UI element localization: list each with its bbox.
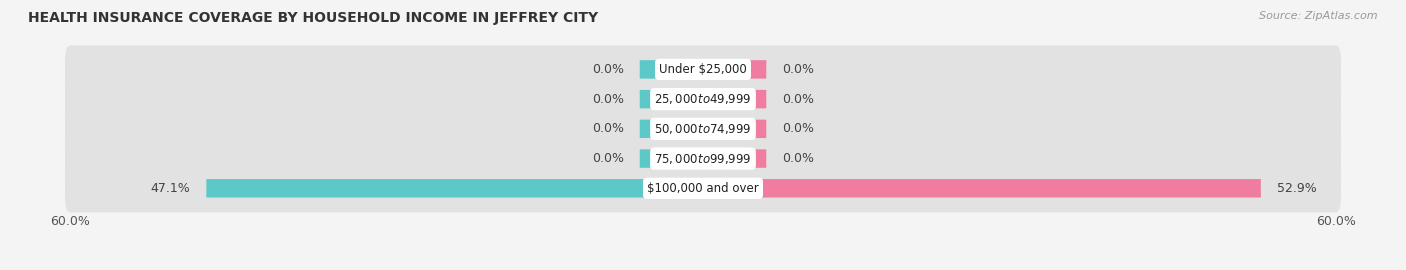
Text: $75,000 to $99,999: $75,000 to $99,999 — [654, 151, 752, 166]
FancyBboxPatch shape — [703, 60, 766, 79]
FancyBboxPatch shape — [703, 90, 766, 108]
Text: 0.0%: 0.0% — [782, 63, 814, 76]
Text: 0.0%: 0.0% — [592, 122, 624, 135]
FancyBboxPatch shape — [703, 120, 766, 138]
FancyBboxPatch shape — [65, 45, 1341, 93]
Text: 47.1%: 47.1% — [150, 182, 191, 195]
Legend: With Coverage, Without Coverage: With Coverage, Without Coverage — [564, 266, 842, 270]
FancyBboxPatch shape — [65, 75, 1341, 123]
Text: $100,000 and over: $100,000 and over — [647, 182, 759, 195]
Text: Source: ZipAtlas.com: Source: ZipAtlas.com — [1260, 11, 1378, 21]
FancyBboxPatch shape — [703, 149, 766, 168]
FancyBboxPatch shape — [65, 164, 1341, 212]
Text: $50,000 to $74,999: $50,000 to $74,999 — [654, 122, 752, 136]
Text: 0.0%: 0.0% — [782, 122, 814, 135]
FancyBboxPatch shape — [65, 134, 1341, 183]
Text: 52.9%: 52.9% — [1277, 182, 1316, 195]
Text: 0.0%: 0.0% — [592, 152, 624, 165]
FancyBboxPatch shape — [640, 90, 703, 108]
FancyBboxPatch shape — [207, 179, 703, 198]
FancyBboxPatch shape — [703, 179, 1261, 198]
Text: Under $25,000: Under $25,000 — [659, 63, 747, 76]
Text: 0.0%: 0.0% — [592, 93, 624, 106]
FancyBboxPatch shape — [640, 120, 703, 138]
Text: HEALTH INSURANCE COVERAGE BY HOUSEHOLD INCOME IN JEFFREY CITY: HEALTH INSURANCE COVERAGE BY HOUSEHOLD I… — [28, 11, 598, 25]
Text: 0.0%: 0.0% — [782, 93, 814, 106]
FancyBboxPatch shape — [640, 60, 703, 79]
Text: 0.0%: 0.0% — [782, 152, 814, 165]
FancyBboxPatch shape — [65, 105, 1341, 153]
Text: 0.0%: 0.0% — [592, 63, 624, 76]
FancyBboxPatch shape — [640, 149, 703, 168]
Text: $25,000 to $49,999: $25,000 to $49,999 — [654, 92, 752, 106]
